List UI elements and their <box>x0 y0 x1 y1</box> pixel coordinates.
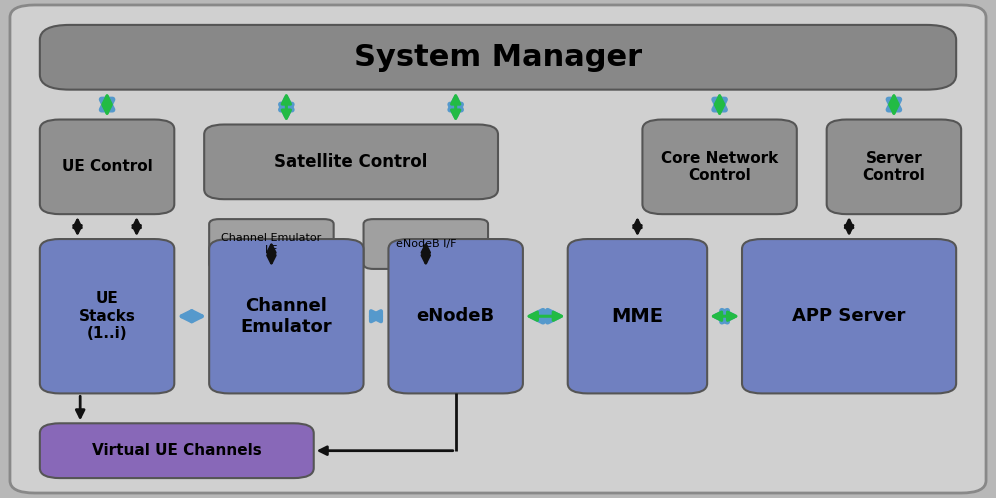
FancyBboxPatch shape <box>204 124 498 199</box>
Text: Channel
Emulator: Channel Emulator <box>241 297 332 336</box>
FancyBboxPatch shape <box>40 25 956 90</box>
Text: eNodeB: eNodeB <box>416 307 495 325</box>
Text: Core Network
Control: Core Network Control <box>661 150 778 183</box>
FancyBboxPatch shape <box>642 120 797 214</box>
FancyBboxPatch shape <box>40 423 314 478</box>
Text: Server
Control: Server Control <box>863 150 925 183</box>
FancyBboxPatch shape <box>40 239 174 393</box>
FancyBboxPatch shape <box>364 219 488 269</box>
FancyBboxPatch shape <box>742 239 956 393</box>
FancyBboxPatch shape <box>568 239 707 393</box>
Text: eNodeB I/F: eNodeB I/F <box>395 239 456 249</box>
FancyBboxPatch shape <box>10 5 986 493</box>
Text: Satellite Control: Satellite Control <box>275 153 427 171</box>
FancyBboxPatch shape <box>209 239 364 393</box>
FancyBboxPatch shape <box>388 239 523 393</box>
Text: UE Control: UE Control <box>62 159 152 174</box>
Text: Virtual UE Channels: Virtual UE Channels <box>92 443 262 458</box>
Text: APP Server: APP Server <box>793 307 905 325</box>
FancyBboxPatch shape <box>209 219 334 269</box>
Text: System Manager: System Manager <box>354 43 642 72</box>
Text: MME: MME <box>612 307 663 326</box>
Text: UE
Stacks
(1..i): UE Stacks (1..i) <box>79 291 135 341</box>
FancyBboxPatch shape <box>827 120 961 214</box>
Text: Channel Emulator
I/F: Channel Emulator I/F <box>221 233 322 255</box>
FancyBboxPatch shape <box>40 120 174 214</box>
